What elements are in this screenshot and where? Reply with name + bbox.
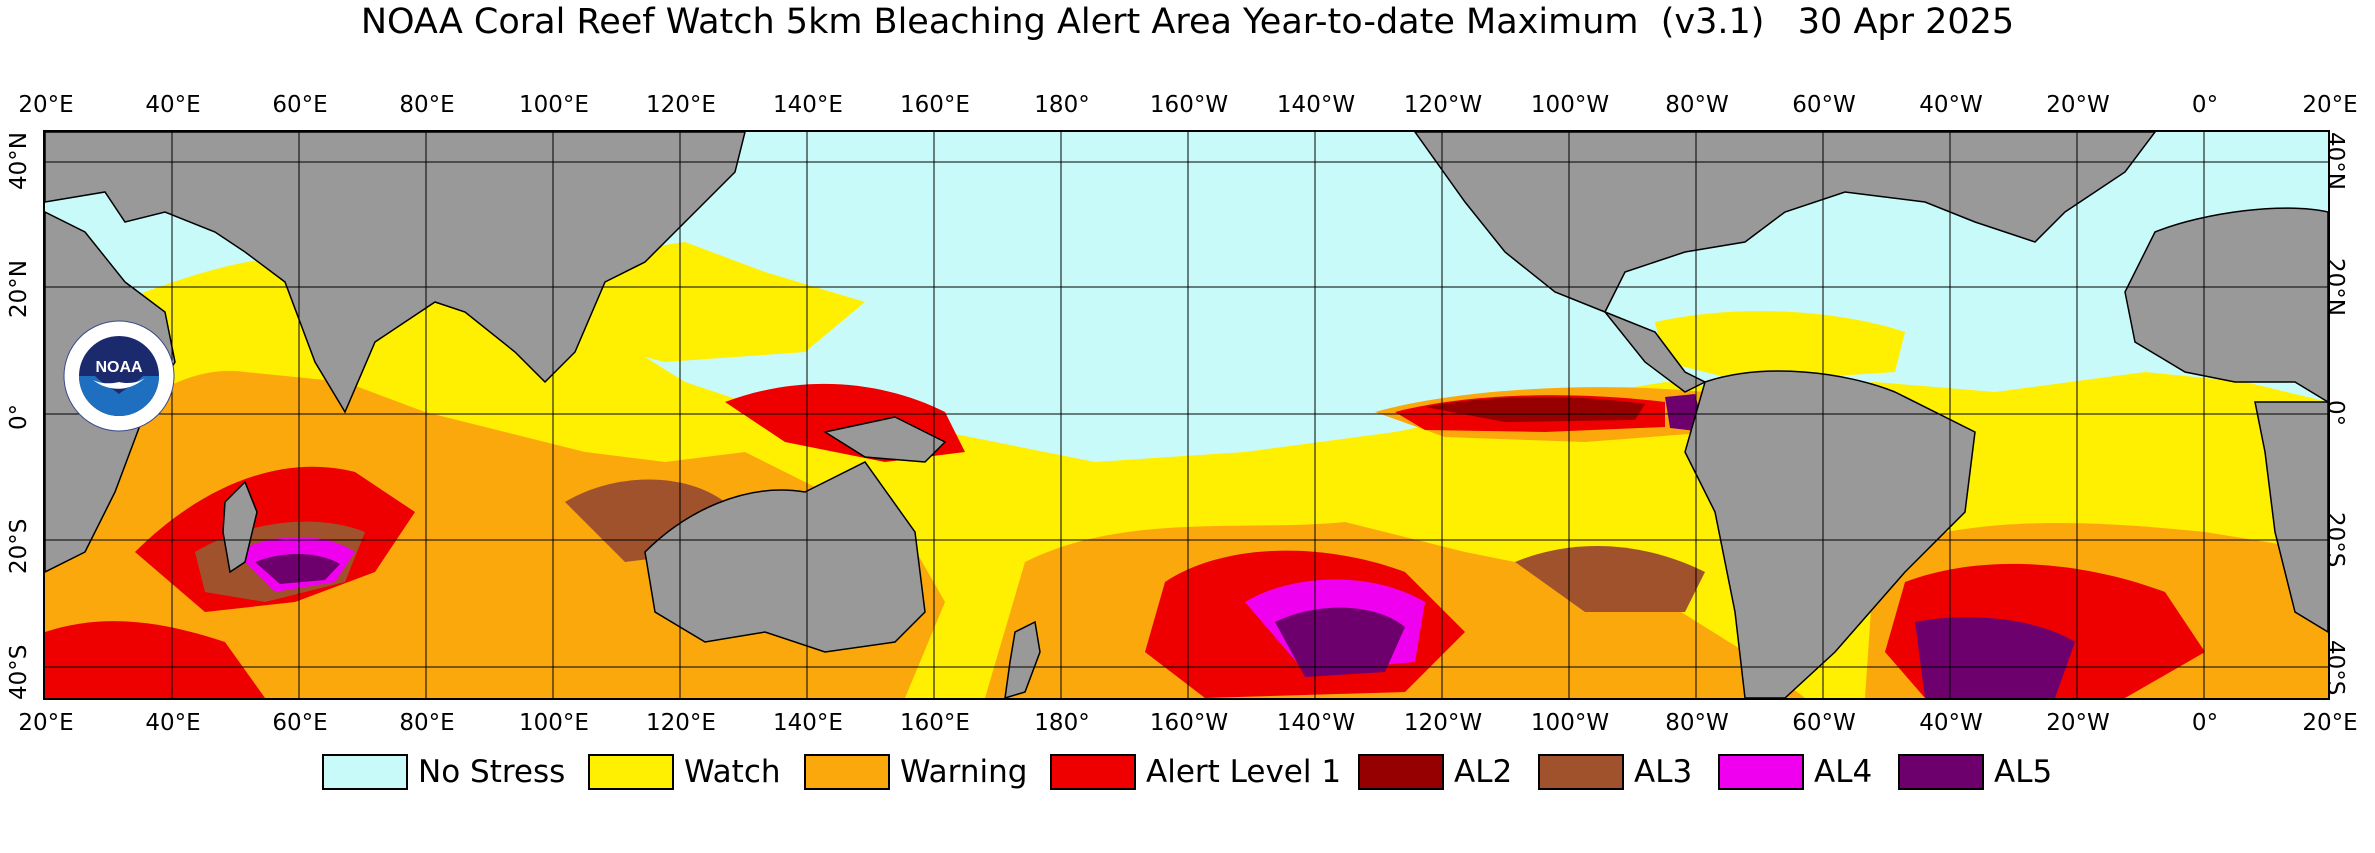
legend-item-al5: AL5	[1898, 752, 2052, 792]
legend-swatch	[1050, 754, 1136, 790]
lat-label-left: 20°S	[6, 518, 32, 574]
lon-label-top: 0°	[2191, 92, 2219, 118]
lon-label-bottom: 20°E	[18, 710, 74, 736]
watch-zone-caribbean	[1655, 311, 1905, 382]
legend-swatch	[588, 754, 674, 790]
lon-label-bottom: 160°W	[1149, 710, 1229, 736]
lon-label-bottom: 140°W	[1276, 710, 1356, 736]
lat-label-left: 40°S	[6, 644, 32, 700]
lon-label-top: 40°W	[1919, 92, 1983, 118]
lon-label-bottom: 80°W	[1665, 710, 1729, 736]
legend-label: AL5	[1994, 754, 2053, 790]
map-canvas	[45, 132, 2328, 698]
legend-label: AL2	[1454, 754, 1513, 790]
lon-label-top: 60°W	[1792, 92, 1856, 118]
lon-label-bottom: 20°E	[2302, 710, 2358, 736]
alert-level-3-atlantic	[1515, 545, 1705, 612]
legend-swatch	[322, 754, 408, 790]
lon-label-top: 20°E	[18, 92, 74, 118]
lon-label-top: 80°W	[1665, 92, 1729, 118]
land-new-zealand	[1004, 620, 1041, 698]
lon-label-top: 40°E	[145, 92, 201, 118]
lon-label-top: 140°E	[773, 92, 843, 118]
legend-swatch	[804, 754, 890, 790]
lat-label-left: 20°N	[6, 260, 32, 318]
alert-level-1-south-indian	[45, 621, 265, 698]
lon-label-top: 80°E	[399, 92, 455, 118]
legend-label: Warning	[900, 754, 1028, 790]
legend-label: Watch	[684, 754, 781, 790]
lon-label-top: 60°E	[272, 92, 328, 118]
alert-level-5-south-atlantic	[1915, 617, 2075, 698]
lon-label-top: 160°E	[900, 92, 970, 118]
legend-item-no-stress: No Stress	[322, 752, 565, 792]
land-north-america	[1414, 132, 2156, 313]
legend-item-al2: AL2	[1358, 752, 1512, 792]
alert-level-5-pacific	[1275, 607, 1405, 677]
legend-swatch	[1358, 754, 1444, 790]
lon-label-bottom: 180°	[1034, 710, 1090, 736]
legend-item-warning: Warning	[804, 752, 1027, 792]
lon-label-bottom: 0°	[2191, 710, 2219, 736]
lon-label-top: 180°	[1034, 92, 1090, 118]
lon-label-bottom: 100°E	[519, 710, 589, 736]
lon-label-bottom: 120°W	[1403, 710, 1483, 736]
legend-item-al3: AL3	[1538, 752, 1692, 792]
lat-label-left: 0°	[6, 403, 32, 430]
land-southern-africa	[2254, 401, 2328, 633]
lon-label-bottom: 80°E	[399, 710, 455, 736]
lat-label-left: 40°N	[6, 132, 32, 190]
noaa-logo: NOAA	[63, 320, 175, 432]
lon-label-top: 120°W	[1403, 92, 1483, 118]
lon-label-top: 100°E	[519, 92, 589, 118]
map-graticule	[45, 132, 2328, 698]
lon-label-top: 140°W	[1276, 92, 1356, 118]
lon-label-bottom: 20°W	[2046, 710, 2110, 736]
legend-swatch	[1718, 754, 1804, 790]
legend: No Stress Watch Warning Alert Level 1 AL…	[0, 752, 2375, 792]
lon-label-top: 100°W	[1530, 92, 1610, 118]
land-south-america	[1684, 370, 1976, 698]
legend-label: No Stress	[418, 754, 566, 790]
land-australia	[644, 461, 926, 653]
lon-label-bottom: 100°W	[1530, 710, 1610, 736]
legend-swatch	[1538, 754, 1624, 790]
land-new-guinea	[823, 416, 947, 463]
lon-label-top: 120°E	[646, 92, 716, 118]
lon-label-bottom: 140°E	[773, 710, 843, 736]
alert-level-5-indian	[255, 553, 340, 584]
land-madagascar	[222, 480, 258, 574]
land-west-africa	[2124, 207, 2328, 403]
lon-label-bottom: 160°E	[900, 710, 970, 736]
svg-text:NOAA: NOAA	[95, 359, 143, 376]
lon-label-bottom: 40°E	[145, 710, 201, 736]
map-title: NOAA Coral Reef Watch 5km Bleaching Aler…	[360, 2, 2015, 42]
lon-label-bottom: 60°W	[1792, 710, 1856, 736]
lon-label-bottom: 120°E	[646, 710, 716, 736]
lon-label-top: 20°W	[2046, 92, 2110, 118]
legend-label: AL4	[1814, 754, 1873, 790]
legend-item-al4: AL4	[1718, 752, 1872, 792]
legend-label: AL3	[1634, 754, 1693, 790]
legend-label: Alert Level 1	[1146, 754, 1342, 790]
lon-label-bottom: 40°W	[1919, 710, 1983, 736]
bleaching-alert-map	[43, 130, 2330, 700]
legend-item-watch: Watch	[588, 752, 781, 792]
alert-level-2	[1425, 396, 1645, 422]
legend-swatch	[1898, 754, 1984, 790]
lon-label-bottom: 60°E	[272, 710, 328, 736]
lon-label-top: 20°E	[2302, 92, 2358, 118]
legend-item-alert-level-1: Alert Level 1	[1050, 752, 1341, 792]
lon-label-top: 160°W	[1149, 92, 1229, 118]
